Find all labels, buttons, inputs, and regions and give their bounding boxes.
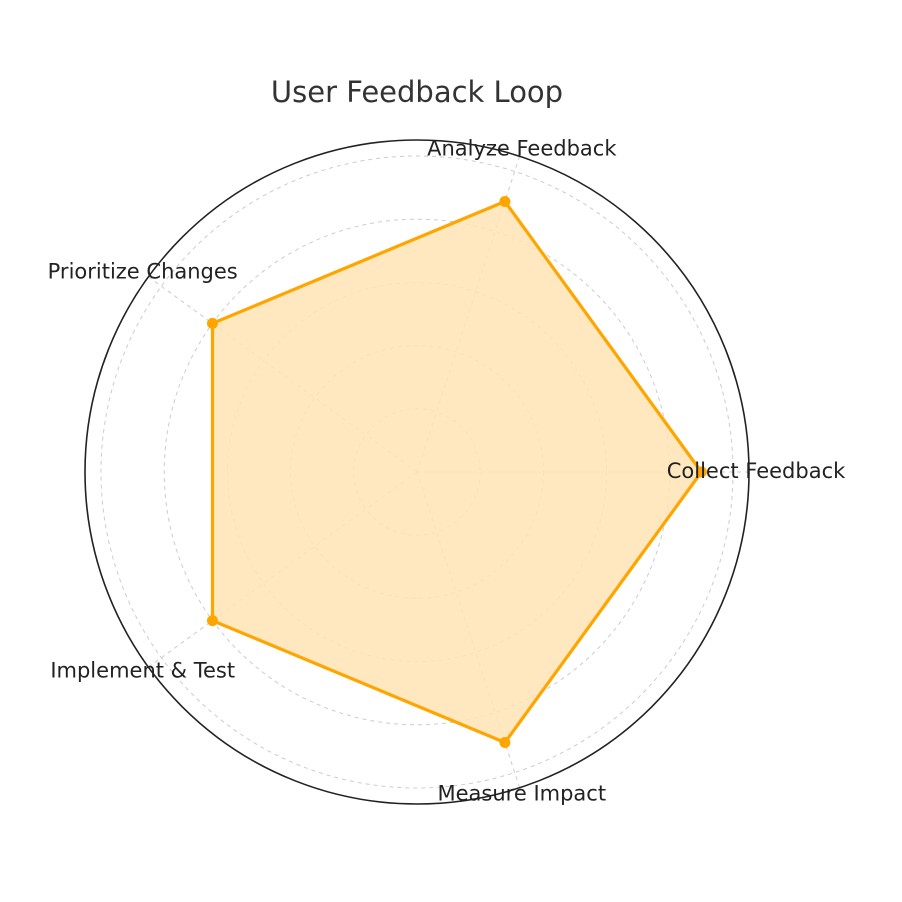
axis-labels: Collect Feedback Analyze Feedback Prioriti…: [48, 137, 846, 806]
data-point-1: [695, 466, 707, 478]
data-point-2: [499, 196, 511, 208]
chart-title: User Feedback Loop: [271, 75, 563, 109]
axis-label-3: Prioritize Changes: [48, 260, 238, 284]
data-point-5: [499, 736, 511, 748]
axis-label-4: Implement & Test: [50, 658, 235, 682]
axis-label-5: Measure Impact: [438, 781, 607, 805]
polar-frame: [84, 139, 750, 805]
series-line: [210, 199, 704, 745]
data-point-3: [206, 317, 218, 329]
series-area: [212, 201, 702, 743]
series-layer: [206, 196, 707, 748]
axis-label-2: Analyze Feedback: [427, 137, 617, 161]
data-point-4: [206, 615, 218, 627]
axis-label-1: Collect Feedback: [667, 459, 846, 483]
